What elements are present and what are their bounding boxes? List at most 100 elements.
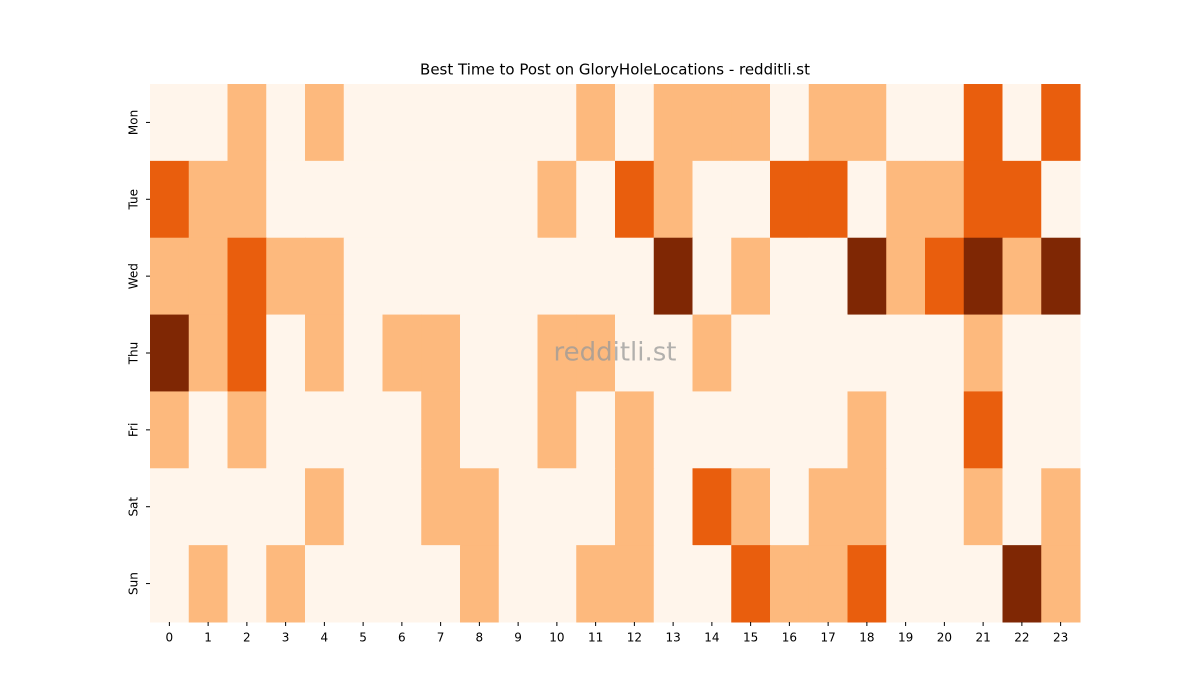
heatmap-cell — [770, 160, 810, 239]
y-tick-label: Wed — [127, 263, 141, 289]
heatmap-cell — [576, 391, 616, 469]
heatmap-cell — [150, 545, 190, 623]
heatmap-cell — [305, 391, 345, 469]
heatmap-cell — [1002, 391, 1042, 469]
heatmap-cell — [731, 468, 771, 546]
heatmap-cell — [150, 84, 190, 162]
heatmap-cell — [1041, 391, 1081, 469]
heatmap-cell — [576, 237, 616, 316]
x-tick-label: 3 — [282, 631, 290, 645]
heatmap-cell — [1002, 545, 1042, 623]
heatmap-cell — [382, 160, 422, 239]
heatmap-cell — [227, 84, 267, 162]
heatmap-cell — [576, 160, 616, 239]
heatmap-cell — [150, 391, 190, 469]
heatmap-cell — [653, 468, 693, 546]
x-tick-label: 4 — [321, 631, 329, 645]
heatmap-cell — [615, 391, 655, 469]
heatmap-cell — [653, 160, 693, 239]
heatmap-cell — [963, 237, 1003, 316]
heatmap-cell — [150, 237, 190, 316]
heatmap-cell — [692, 468, 732, 546]
heatmap-cell — [731, 84, 771, 162]
heatmap-cell — [266, 84, 306, 162]
x-tick-label: 13 — [665, 631, 680, 645]
heatmap-cell — [1041, 84, 1081, 162]
heatmap-cell — [925, 391, 965, 469]
heatmap-cell — [963, 391, 1003, 469]
heatmap-cell — [615, 237, 655, 316]
heatmap-cell — [343, 160, 383, 239]
heatmap-cell — [537, 84, 577, 162]
heatmap-cell — [653, 545, 693, 623]
x-tick-label: 9 — [514, 631, 522, 645]
x-tick-label: 2 — [243, 631, 251, 645]
heatmap-cell — [498, 84, 538, 162]
heatmap-cell — [382, 84, 422, 162]
heatmap-cell — [886, 314, 926, 392]
heatmap-cell — [498, 545, 538, 623]
x-tick-label: 7 — [437, 631, 445, 645]
heatmap-cell — [188, 314, 228, 392]
heatmap-cell — [731, 160, 771, 239]
heatmap-cell — [266, 545, 306, 623]
heatmap-cell — [343, 468, 383, 546]
heatmap-cell — [382, 391, 422, 469]
heatmap-cell — [770, 314, 810, 392]
heatmap-cell — [460, 468, 500, 546]
heatmap-cell — [421, 391, 461, 469]
y-tick-label: Mon — [127, 110, 141, 135]
heatmap-cell — [266, 237, 306, 316]
heatmap-cell — [576, 545, 616, 623]
heatmap-cell — [537, 237, 577, 316]
heatmap-cell — [886, 468, 926, 546]
heatmap-cell — [188, 391, 228, 469]
heatmap-cell — [343, 545, 383, 623]
heatmap-cell — [498, 314, 538, 392]
heatmap-cell — [150, 314, 190, 392]
heatmap-cell — [188, 160, 228, 239]
heatmap-cell — [808, 84, 848, 162]
x-tick-label: 17 — [820, 631, 835, 645]
chart-title: Best Time to Post on GloryHoleLocations … — [420, 61, 810, 79]
heatmap-cell — [460, 84, 500, 162]
heatmap-cell — [188, 468, 228, 546]
heatmap-cell — [305, 160, 345, 239]
heatmap-cell — [460, 545, 500, 623]
heatmap-cell — [615, 160, 655, 239]
heatmap-cell — [498, 237, 538, 316]
y-tick-label: Thu — [127, 342, 141, 366]
heatmap-cell — [382, 468, 422, 546]
heatmap-cell — [382, 314, 422, 392]
heatmap-cell — [770, 468, 810, 546]
heatmap-cell — [498, 391, 538, 469]
heatmap-cell — [692, 391, 732, 469]
heatmap-cell — [925, 314, 965, 392]
heatmap-cell — [227, 545, 267, 623]
heatmap-cell — [925, 84, 965, 162]
heatmap-cell — [421, 314, 461, 392]
heatmap-cell — [1041, 237, 1081, 316]
heatmap-cell — [731, 391, 771, 469]
heatmap-cell — [770, 391, 810, 469]
heatmap-cell — [498, 160, 538, 239]
heatmap-cell — [188, 84, 228, 162]
heatmap-cell — [382, 545, 422, 623]
x-tick-label: 5 — [359, 631, 367, 645]
heatmap-cell — [615, 545, 655, 623]
heatmap-cell — [227, 314, 267, 392]
heatmap-cell — [188, 237, 228, 316]
heatmap-cell — [847, 545, 887, 623]
x-tick-label: 20 — [937, 631, 952, 645]
x-tick-label: 1 — [204, 631, 212, 645]
heatmap-cell — [1002, 468, 1042, 546]
heatmap-cell — [305, 237, 345, 316]
heatmap-cell — [886, 545, 926, 623]
heatmap-cell — [227, 237, 267, 316]
heatmap-cell — [1002, 237, 1042, 316]
heatmap-cell — [266, 160, 306, 239]
heatmap-cell — [460, 391, 500, 469]
heatmap-cell — [692, 160, 732, 239]
heatmap-cell — [808, 468, 848, 546]
heatmap-cell — [963, 545, 1003, 623]
